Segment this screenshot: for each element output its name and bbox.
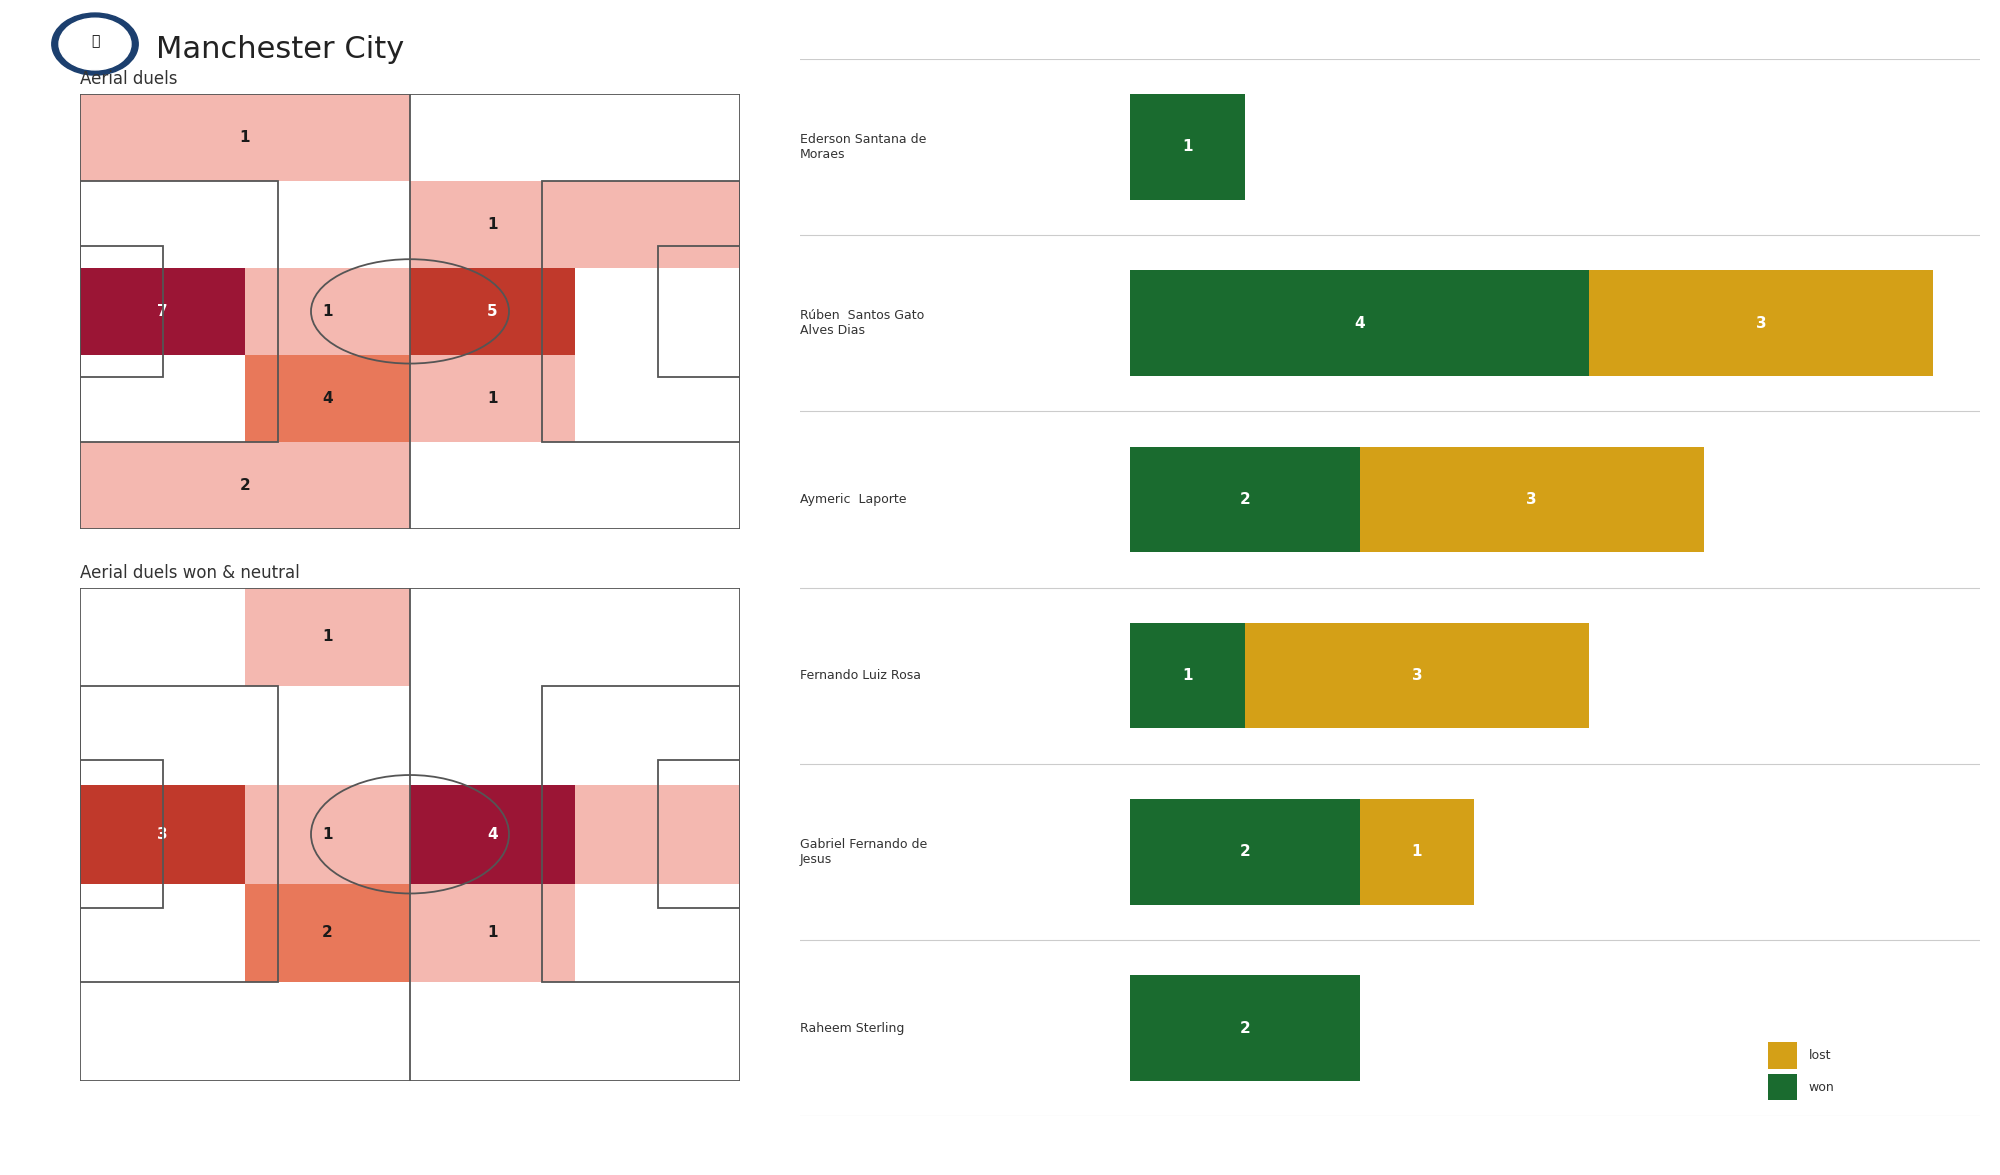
- Bar: [80, 760, 162, 908]
- Bar: [80, 884, 244, 982]
- Bar: [576, 785, 740, 884]
- Text: 3: 3: [1526, 492, 1536, 506]
- Bar: [576, 686, 740, 785]
- Bar: [244, 588, 410, 686]
- Bar: [410, 442, 576, 529]
- Bar: [576, 982, 740, 1081]
- Bar: [1130, 270, 1588, 376]
- Bar: [410, 355, 576, 442]
- Bar: [410, 181, 576, 268]
- Text: 7: 7: [158, 304, 168, 318]
- Bar: [1130, 446, 1360, 552]
- Bar: [1130, 623, 1246, 728]
- Bar: [410, 588, 576, 686]
- Bar: [80, 355, 244, 442]
- Bar: [1588, 270, 1932, 376]
- Text: Gabriel Fernando de
Jesus: Gabriel Fernando de Jesus: [800, 838, 928, 866]
- Text: won: won: [1808, 1081, 1834, 1094]
- Bar: [576, 94, 740, 181]
- Bar: [80, 246, 162, 376]
- Text: Aerial duels won & neutral: Aerial duels won & neutral: [80, 564, 300, 582]
- Text: Aymeric  Laporte: Aymeric Laporte: [800, 492, 906, 506]
- Text: 1: 1: [240, 130, 250, 145]
- Bar: [658, 246, 740, 376]
- Bar: [542, 686, 740, 982]
- Bar: [1768, 1074, 1798, 1100]
- Bar: [80, 181, 278, 442]
- Bar: [410, 982, 576, 1081]
- Bar: [410, 94, 576, 181]
- Bar: [244, 982, 410, 1081]
- Bar: [244, 884, 410, 982]
- Bar: [1360, 446, 1704, 552]
- Bar: [576, 588, 740, 686]
- Bar: [244, 686, 410, 785]
- Bar: [80, 94, 410, 181]
- Text: 2: 2: [1240, 845, 1250, 859]
- Text: 1: 1: [1182, 140, 1192, 154]
- Bar: [576, 442, 740, 529]
- Text: Ederson Santana de
Moraes: Ederson Santana de Moraes: [800, 133, 926, 161]
- Bar: [80, 686, 244, 785]
- Text: 2: 2: [240, 478, 250, 492]
- Bar: [80, 442, 410, 529]
- Text: 1: 1: [322, 630, 332, 644]
- Circle shape: [52, 13, 138, 75]
- Bar: [410, 884, 576, 982]
- Text: 3: 3: [1412, 669, 1422, 683]
- Bar: [244, 355, 410, 442]
- Bar: [80, 588, 244, 686]
- Bar: [1360, 799, 1474, 905]
- Text: Raheem Sterling: Raheem Sterling: [800, 1021, 904, 1035]
- Bar: [1130, 94, 1246, 200]
- Bar: [1246, 623, 1588, 728]
- Bar: [80, 686, 278, 982]
- Text: Manchester City: Manchester City: [156, 35, 404, 63]
- Text: 3: 3: [1756, 316, 1766, 330]
- Text: Aerial duels: Aerial duels: [80, 70, 178, 88]
- Text: Rúben  Santos Gato
Alves Dias: Rúben Santos Gato Alves Dias: [800, 309, 924, 337]
- Text: 1: 1: [322, 304, 332, 318]
- Text: 1: 1: [488, 926, 498, 940]
- Text: 2: 2: [1240, 492, 1250, 506]
- Circle shape: [60, 18, 132, 70]
- Bar: [80, 181, 244, 268]
- Bar: [576, 884, 740, 982]
- Text: 1: 1: [488, 391, 498, 405]
- Text: 2: 2: [1240, 1021, 1250, 1035]
- Bar: [1130, 799, 1360, 905]
- Text: ⚽: ⚽: [90, 34, 100, 48]
- Text: 1: 1: [322, 827, 332, 841]
- Text: 1: 1: [1182, 669, 1192, 683]
- Bar: [576, 268, 740, 355]
- Bar: [410, 686, 576, 785]
- Text: 5: 5: [488, 304, 498, 318]
- Text: 2: 2: [322, 926, 332, 940]
- Bar: [244, 268, 410, 355]
- Text: 4: 4: [322, 391, 332, 405]
- Bar: [244, 785, 410, 884]
- Text: Fernando Luiz Rosa: Fernando Luiz Rosa: [800, 669, 920, 683]
- Bar: [576, 355, 740, 442]
- Bar: [80, 785, 244, 884]
- Bar: [1768, 1042, 1798, 1069]
- Text: 1: 1: [488, 217, 498, 231]
- Bar: [410, 268, 576, 355]
- Bar: [658, 760, 740, 908]
- Text: 1: 1: [1412, 845, 1422, 859]
- Bar: [410, 785, 576, 884]
- Text: 3: 3: [158, 827, 168, 841]
- Bar: [576, 181, 740, 268]
- Bar: [1130, 975, 1360, 1081]
- Text: 4: 4: [488, 827, 498, 841]
- Bar: [80, 268, 244, 355]
- Text: lost: lost: [1808, 1049, 1832, 1062]
- Bar: [80, 982, 244, 1081]
- Bar: [244, 181, 410, 268]
- Text: 4: 4: [1354, 316, 1364, 330]
- Bar: [542, 181, 740, 442]
